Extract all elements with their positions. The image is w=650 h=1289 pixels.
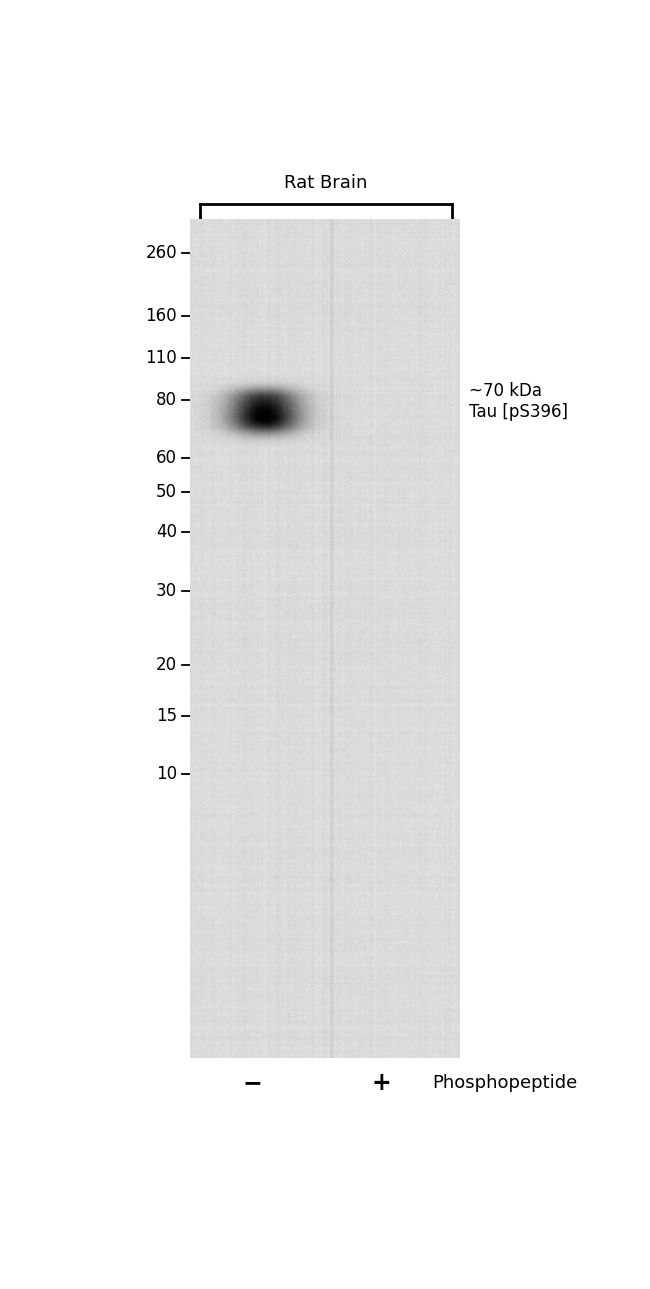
Text: 40: 40: [156, 523, 177, 541]
Text: +: +: [371, 1071, 391, 1094]
Text: 20: 20: [156, 656, 177, 674]
Text: Rat Brain: Rat Brain: [284, 174, 367, 192]
Text: 50: 50: [156, 483, 177, 500]
Text: 60: 60: [156, 450, 177, 467]
Text: 10: 10: [156, 766, 177, 784]
Text: ~70 kDa: ~70 kDa: [469, 382, 542, 400]
Text: 160: 160: [146, 307, 177, 325]
Text: 30: 30: [156, 581, 177, 599]
Text: 80: 80: [156, 391, 177, 409]
Text: −: −: [242, 1071, 263, 1094]
Text: 110: 110: [145, 348, 177, 366]
Text: Phosphopeptide: Phosphopeptide: [432, 1074, 577, 1092]
Text: 15: 15: [156, 706, 177, 724]
Text: Tau [pS396]: Tau [pS396]: [469, 403, 568, 422]
Text: 260: 260: [146, 244, 177, 262]
